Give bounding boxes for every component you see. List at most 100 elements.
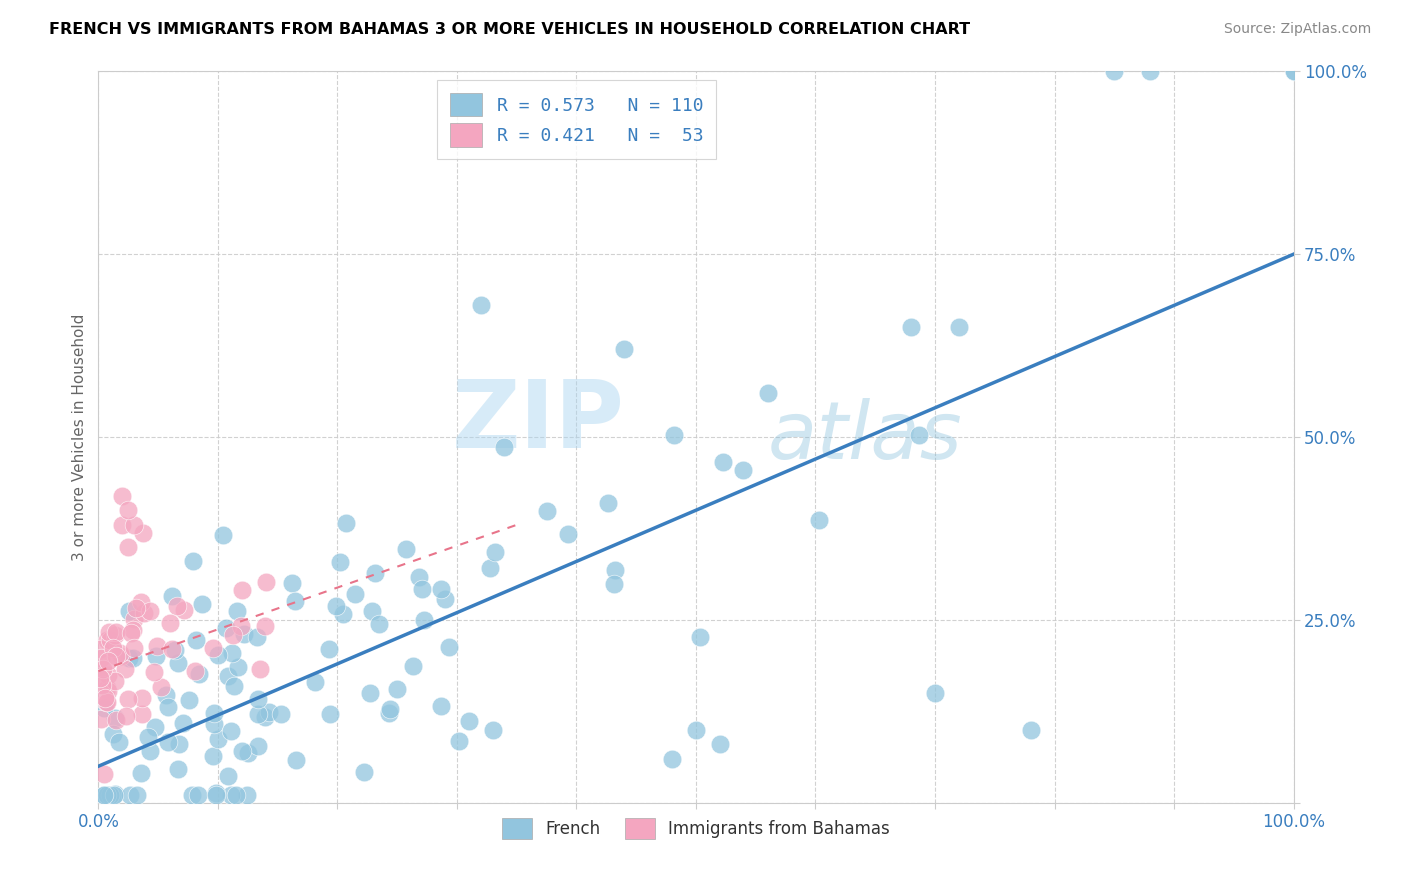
Point — [159, 615, 181, 630]
Point — [98, 624, 121, 639]
Point — [93, 690, 115, 705]
Point — [605, 563, 627, 577]
Point — [166, 763, 188, 777]
Point — [143, 720, 166, 734]
Point — [229, 618, 252, 632]
Point — [94, 695, 117, 709]
Point — [494, 440, 516, 454]
Point — [664, 427, 686, 442]
Point — [132, 525, 155, 540]
Point — [131, 707, 153, 722]
Point — [125, 601, 148, 615]
Point — [96, 681, 118, 695]
Point — [402, 658, 425, 673]
Point — [236, 746, 259, 760]
Point — [231, 583, 253, 598]
Point — [225, 789, 247, 803]
Point — [246, 706, 269, 721]
Point — [122, 612, 145, 626]
Point — [360, 603, 382, 617]
Point — [124, 517, 146, 532]
Point — [117, 503, 139, 517]
Point — [221, 628, 243, 642]
Point — [96, 789, 118, 803]
Point — [101, 727, 124, 741]
Point — [470, 298, 492, 312]
Point — [98, 632, 121, 647]
Point — [111, 489, 134, 503]
Point — [90, 678, 112, 692]
Point — [156, 700, 179, 714]
Point — [733, 463, 755, 477]
Point — [1104, 64, 1126, 78]
Point — [97, 683, 120, 698]
Point — [318, 707, 340, 722]
Point — [165, 643, 187, 657]
Point — [367, 617, 389, 632]
Point — [232, 627, 254, 641]
Point — [325, 599, 347, 613]
Point — [395, 542, 418, 557]
Point — [332, 607, 354, 622]
Point — [186, 633, 208, 648]
Point — [247, 692, 270, 706]
Point — [430, 582, 453, 596]
Point — [115, 709, 138, 723]
Point — [172, 716, 194, 731]
Point — [613, 343, 636, 357]
Point — [160, 589, 183, 603]
Point — [96, 695, 118, 709]
Point — [103, 789, 125, 803]
Point — [280, 576, 302, 591]
Point — [110, 646, 132, 660]
Point — [253, 710, 276, 724]
Y-axis label: 3 or more Vehicles in Household: 3 or more Vehicles in Household — [72, 313, 87, 561]
Point — [1019, 723, 1042, 737]
Point — [226, 660, 249, 674]
Point — [908, 428, 931, 442]
Point — [98, 789, 121, 803]
Point — [145, 648, 167, 663]
Point — [413, 613, 436, 627]
Legend: French, Immigrants from Bahamas: French, Immigrants from Bahamas — [495, 811, 897, 846]
Text: atlas: atlas — [768, 398, 963, 476]
Point — [254, 575, 277, 590]
Point — [117, 692, 139, 706]
Point — [190, 597, 212, 611]
Point — [246, 739, 269, 753]
Point — [202, 717, 225, 731]
Point — [117, 540, 139, 554]
Point — [93, 700, 115, 714]
Point — [254, 619, 277, 633]
Point — [205, 786, 228, 800]
Point — [408, 570, 430, 584]
Point — [104, 714, 127, 728]
Point — [709, 737, 731, 751]
Point — [207, 732, 229, 747]
Point — [249, 662, 271, 676]
Point — [183, 664, 205, 678]
Point — [91, 662, 114, 676]
Point — [557, 527, 579, 541]
Point — [89, 642, 111, 657]
Point — [948, 320, 970, 334]
Point — [167, 656, 190, 670]
Point — [259, 705, 281, 719]
Point — [343, 587, 366, 601]
Point — [93, 789, 115, 803]
Point — [689, 630, 711, 644]
Point — [924, 686, 946, 700]
Point — [150, 680, 173, 694]
Point — [177, 693, 200, 707]
Point — [93, 789, 115, 803]
Point — [131, 595, 153, 609]
Point — [111, 517, 134, 532]
Point — [211, 527, 233, 541]
Point — [104, 625, 127, 640]
Point — [122, 640, 145, 655]
Point — [114, 661, 136, 675]
Point — [353, 765, 375, 780]
Point — [1139, 64, 1161, 78]
Point — [181, 789, 204, 803]
Point — [118, 604, 141, 618]
